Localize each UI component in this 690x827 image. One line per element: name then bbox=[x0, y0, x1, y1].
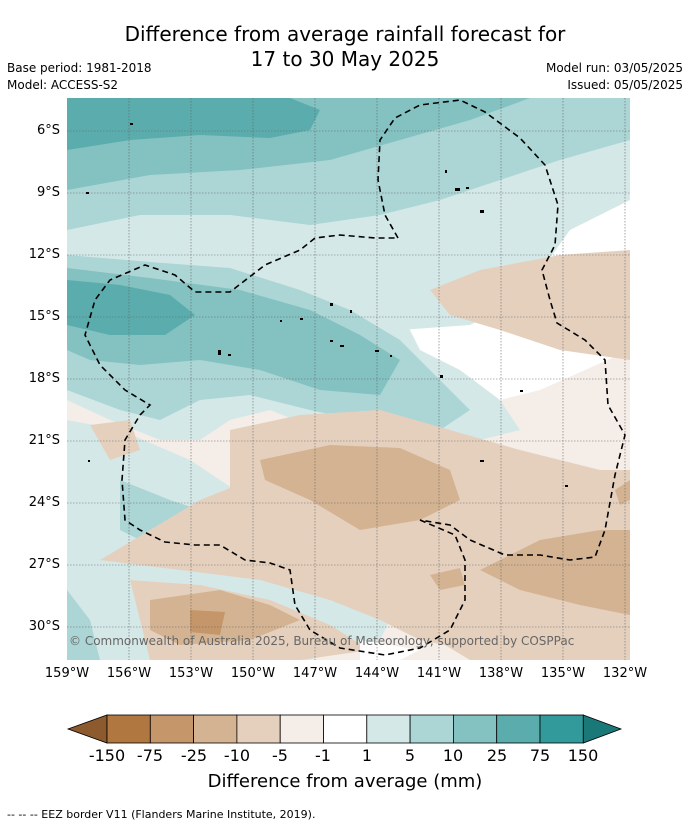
lon-label: 159°W bbox=[44, 666, 90, 681]
lon-label: 153°W bbox=[168, 666, 214, 681]
eez-border bbox=[84, 99, 626, 656]
model-run: Model run: 03/05/2025 bbox=[545, 61, 683, 75]
lat-label: 27°S bbox=[28, 557, 60, 572]
eez-legend: -- -- -- EEZ border V11 (Flanders Marine… bbox=[7, 808, 316, 821]
colorbar-label: 1 bbox=[361, 746, 373, 765]
island-outlines bbox=[86, 123, 568, 487]
lat-label: 24°S bbox=[28, 495, 60, 510]
colorbar-label: 150 bbox=[567, 746, 599, 765]
meta-right: Model run: 03/05/2025 Issued: 05/05/2025 bbox=[546, 60, 683, 94]
title-line-2: 17 to 30 May 2025 bbox=[250, 47, 440, 71]
issued-date: Issued: 05/05/2025 bbox=[567, 78, 683, 92]
colorbar-label: 75 bbox=[529, 746, 551, 765]
lon-label: 135°W bbox=[540, 666, 586, 681]
grid-lines bbox=[67, 98, 630, 660]
lon-label: 144°W bbox=[354, 666, 400, 681]
base-period: Base period: 1981-2018 bbox=[7, 61, 152, 75]
colorbar-label: -10 bbox=[223, 746, 251, 765]
colorbar-label: 10 bbox=[442, 746, 464, 765]
lon-label: 138°W bbox=[478, 666, 524, 681]
colorbar-label: -5 bbox=[272, 746, 288, 765]
lat-label: 9°S bbox=[36, 185, 60, 200]
lat-label: 6°S bbox=[36, 123, 60, 138]
colorbar-label: -1 bbox=[315, 746, 331, 765]
lat-label: 30°S bbox=[28, 619, 60, 634]
title-line-1: Difference from average rainfall forecas… bbox=[124, 22, 566, 46]
lat-label: 15°S bbox=[28, 309, 60, 324]
model-name: Model: ACCESS-S2 bbox=[7, 78, 119, 92]
lat-label: 12°S bbox=[28, 247, 60, 262]
copyright-notice: © Commonwealth of Australia 2025, Bureau… bbox=[69, 634, 575, 648]
colorbar-label: -150 bbox=[88, 746, 126, 765]
lon-label: 156°W bbox=[106, 666, 152, 681]
lat-label: 21°S bbox=[28, 433, 60, 448]
colorbar-label: -75 bbox=[136, 746, 164, 765]
lon-label: 141°W bbox=[416, 666, 462, 681]
colorbar-label: 5 bbox=[404, 746, 416, 765]
lon-label: 147°W bbox=[292, 666, 338, 681]
lon-label: 150°W bbox=[230, 666, 276, 681]
colorbar bbox=[66, 714, 623, 744]
lon-label: 132°W bbox=[602, 666, 648, 681]
meta-left: Base period: 1981-2018 Model: ACCESS-S2 bbox=[7, 60, 152, 94]
colorbar-label: 25 bbox=[486, 746, 508, 765]
map-title: Difference from average rainfall forecas… bbox=[0, 22, 690, 72]
rainfall-contours bbox=[67, 98, 630, 660]
colorbar-label: -25 bbox=[180, 746, 208, 765]
colorbar-title: Difference from average (mm) bbox=[207, 771, 483, 792]
lat-label: 18°S bbox=[28, 371, 60, 386]
